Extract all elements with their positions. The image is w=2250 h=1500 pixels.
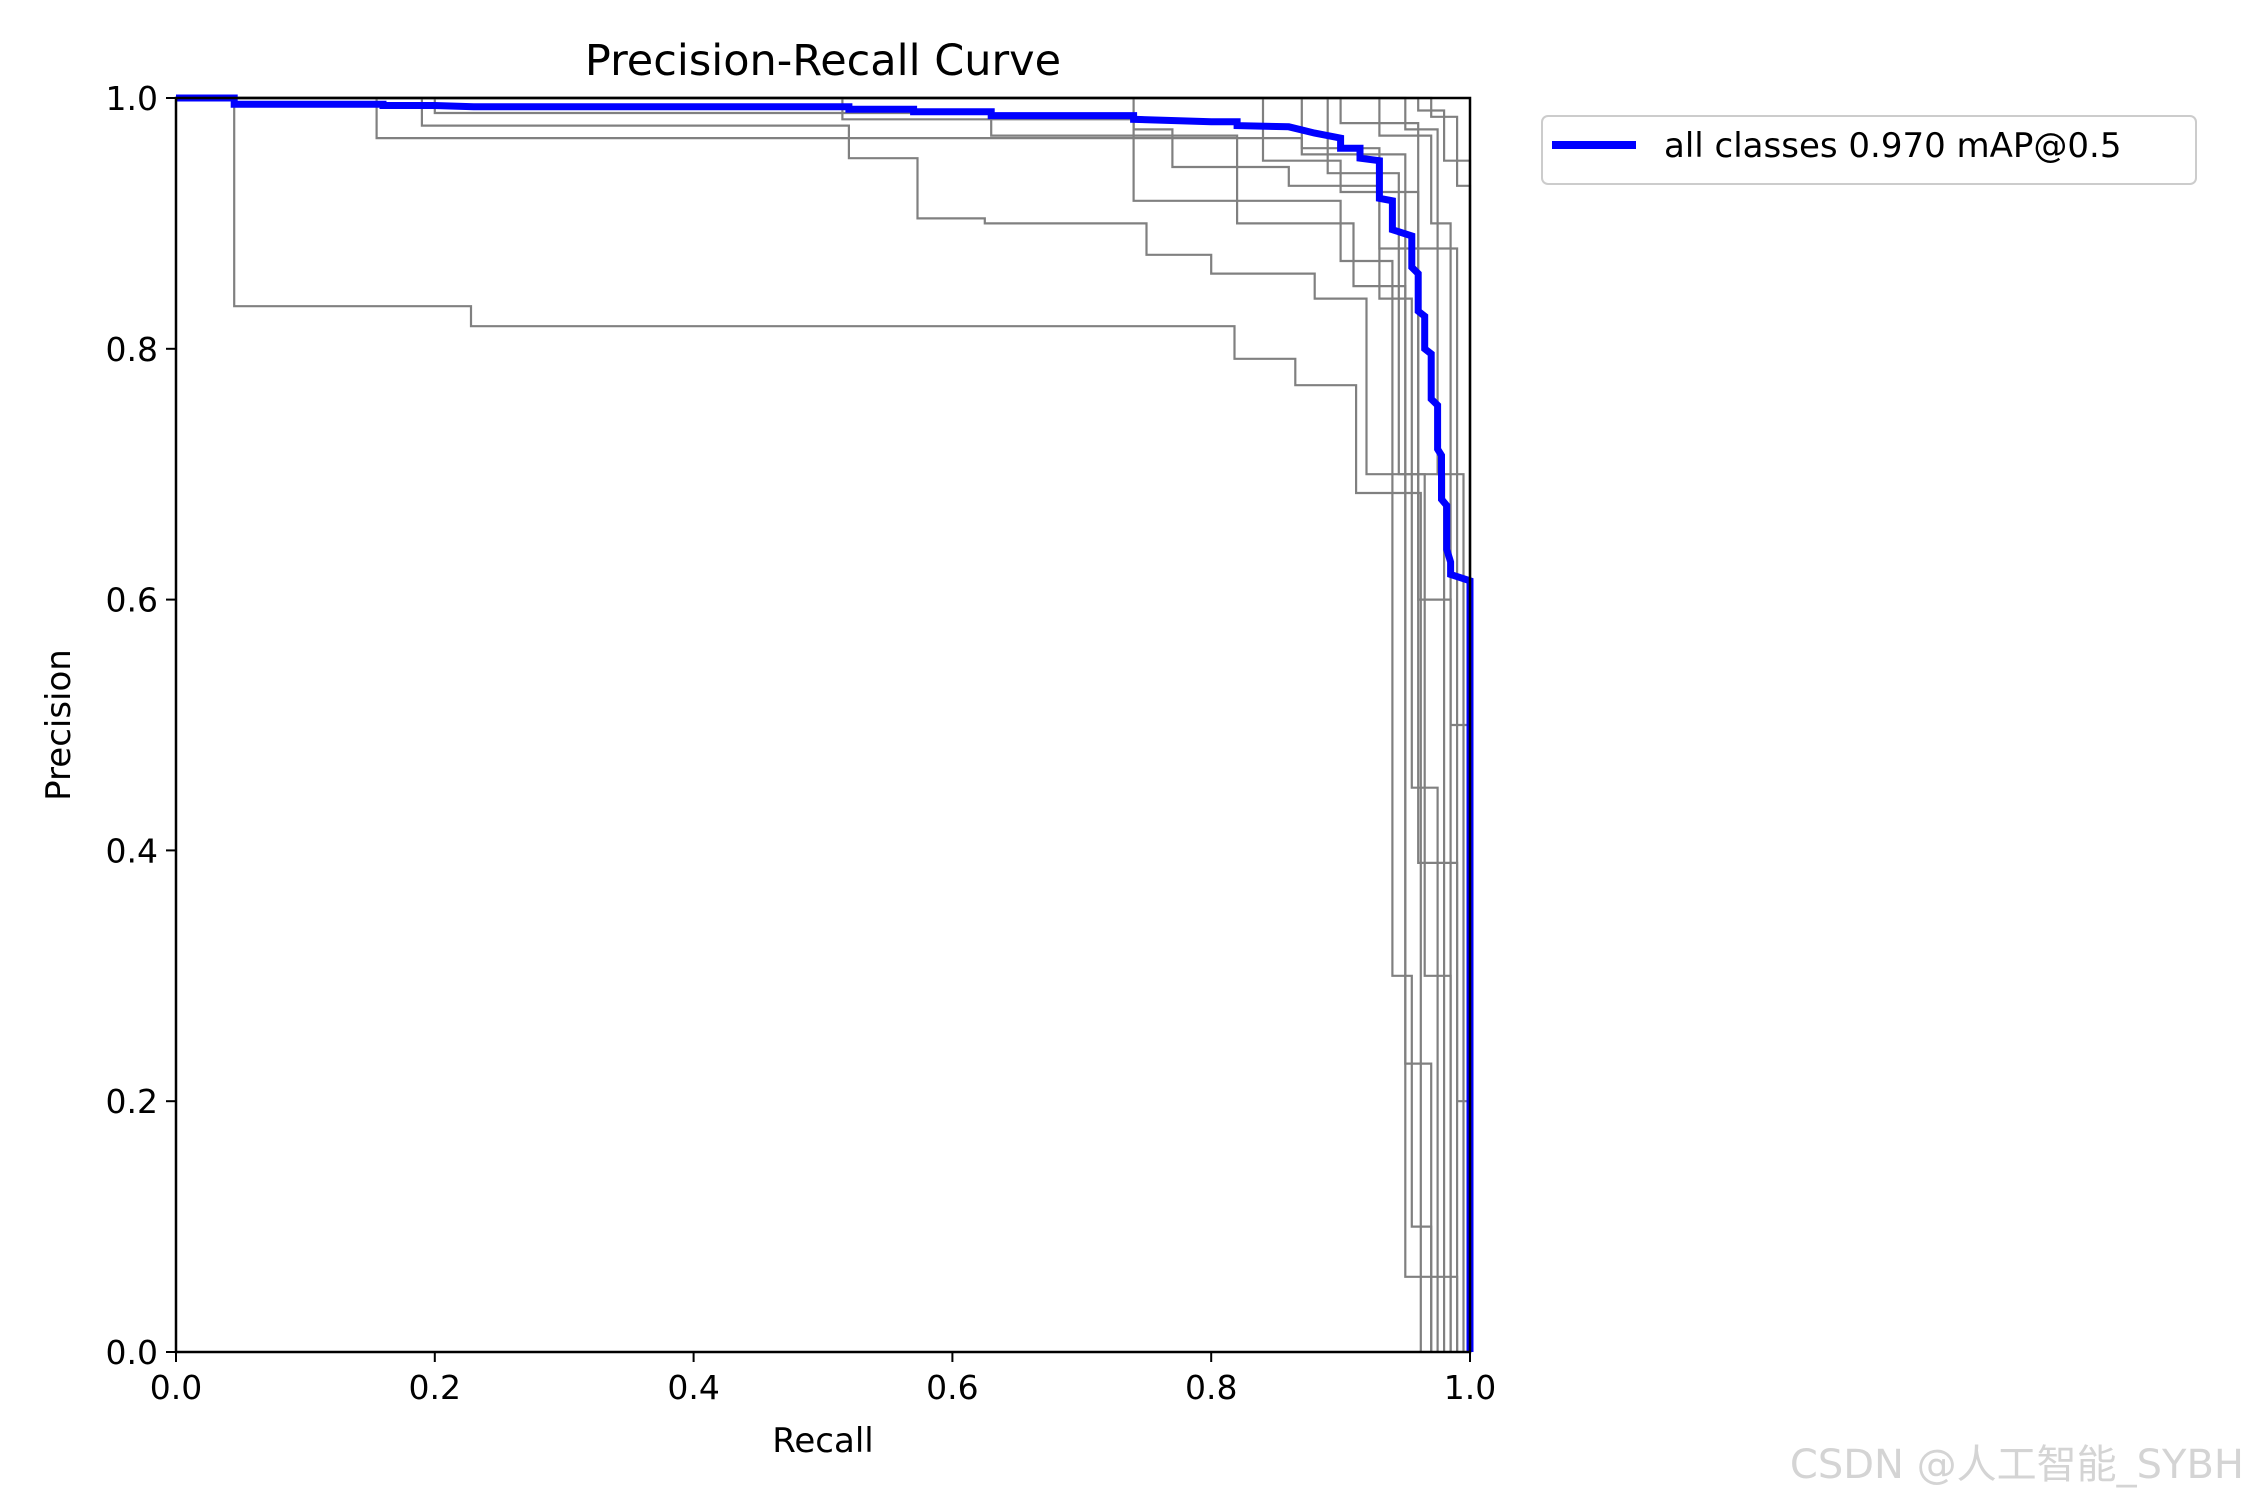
y-tick-label: 0.0: [106, 1333, 158, 1372]
x-axis: 0.0 0.2 0.4 0.6 0.8 1.0: [150, 1352, 1496, 1407]
x-tick-label: 0.0: [150, 1368, 202, 1407]
legend-box: [1541, 115, 2197, 185]
axes-frame: [174, 96, 1472, 1354]
x-axis-label: Recall: [772, 1421, 873, 1461]
series-line-all-classes: [176, 94, 1474, 1352]
x-tick-label: 1.0: [1444, 1368, 1496, 1407]
x-tick-label: 0.4: [667, 1368, 719, 1407]
chart-title: Precision-Recall Curve: [585, 36, 1061, 86]
y-tick-label: 1.0: [106, 79, 158, 118]
y-tick-label: 0.8: [106, 330, 158, 369]
legend: all classes 0.970 mAP@0.5: [1541, 115, 2197, 185]
series-line-class-6: [176, 96, 1459, 1352]
series-line-class-3: [176, 96, 1446, 1352]
y-axis-label: Precision: [39, 649, 79, 801]
series-line-class-5: [176, 96, 1459, 1352]
series-line-class-9: [176, 96, 1452, 1352]
series-line-class-2: [176, 96, 1433, 1352]
series-line-class-7: [176, 96, 1452, 1352]
x-tick-label: 0.8: [1185, 1368, 1237, 1407]
y-tick-label: 0.2: [106, 1082, 158, 1121]
x-tick-label: 0.6: [926, 1368, 978, 1407]
y-tick-label: 0.4: [106, 831, 158, 870]
series-line-class-8: [176, 96, 1439, 1352]
series-line-class-10: [176, 96, 1472, 1352]
watermark: CSDN @人工智能_SYBH: [1789, 1442, 2244, 1488]
y-tick-label: 0.6: [106, 581, 158, 620]
series-line-class-1: [176, 96, 1422, 1352]
y-axis: 0.0 0.2 0.4 0.6 0.8 1.0: [106, 79, 176, 1372]
x-tick-label: 0.2: [409, 1368, 461, 1407]
legend-entry-label: all classes 0.970 mAP@0.5: [1664, 126, 2121, 166]
